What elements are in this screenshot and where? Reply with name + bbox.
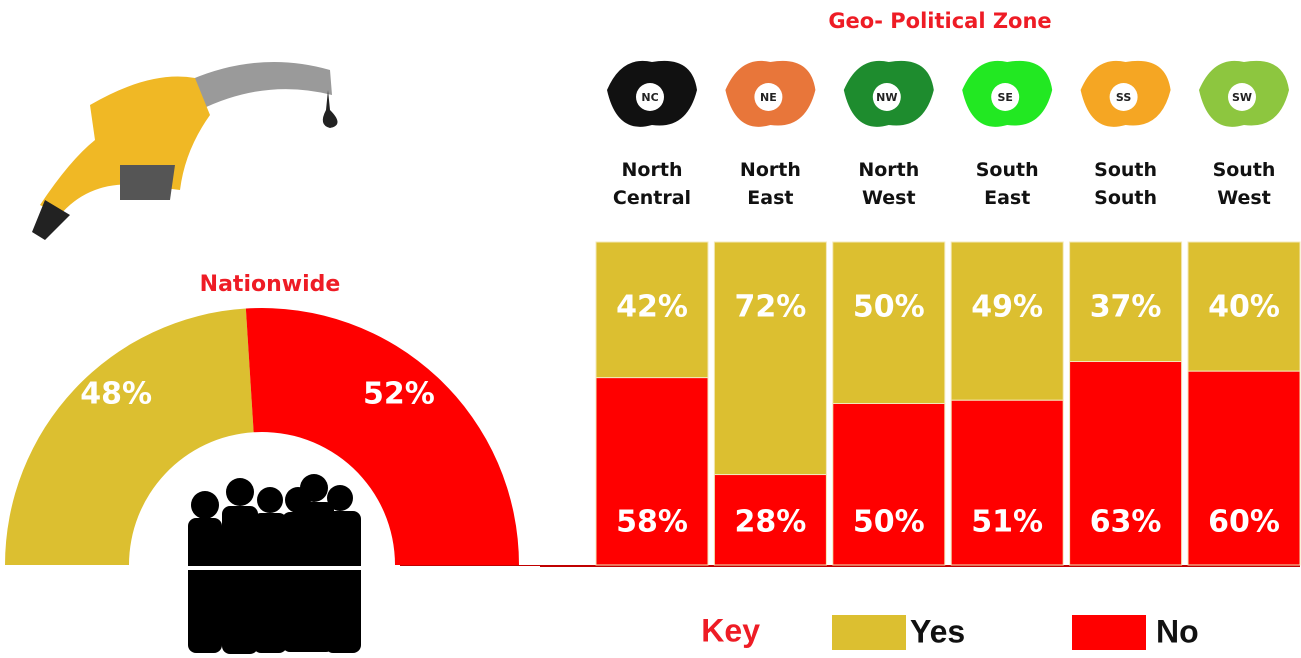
zone-code-badge xyxy=(636,83,664,111)
legend-swatch xyxy=(1072,615,1146,650)
bar-value-label: 72% xyxy=(734,290,806,325)
bar-segment xyxy=(1187,370,1301,566)
zone-code: SW xyxy=(1232,91,1252,104)
bar-segment xyxy=(713,474,827,566)
zone-code-badge xyxy=(1109,83,1138,111)
bar-value-label: 58% xyxy=(616,505,688,540)
bar-value-label: 60% xyxy=(1208,505,1280,540)
bar-segment xyxy=(595,241,709,379)
bar-value-label: 50% xyxy=(853,290,925,325)
zone-code-badge xyxy=(754,83,783,111)
bar-segment xyxy=(1069,361,1183,566)
bar-value-label: 42% xyxy=(616,290,688,325)
bar-value-label: 51% xyxy=(971,505,1043,540)
bar-segment xyxy=(713,241,827,476)
x-tick-label: North East xyxy=(740,159,801,209)
zone-code-badge xyxy=(1228,83,1256,111)
bar-value-label: 49% xyxy=(971,290,1043,325)
bar-segment xyxy=(950,241,1064,401)
donut-segment xyxy=(5,308,254,565)
bar-title: Geo- Political Zone xyxy=(828,9,1051,33)
legend-swatch xyxy=(832,615,906,650)
bar-segment xyxy=(595,377,709,566)
legend-title: Key xyxy=(701,612,760,648)
donut-title: Nationwide xyxy=(200,272,341,297)
x-tick-label: North West xyxy=(858,159,919,209)
donut-segment xyxy=(245,308,519,565)
donut-value-label: 52% xyxy=(363,377,435,412)
zone-code-badge xyxy=(872,83,901,111)
x-tick-label: North Central xyxy=(613,159,691,209)
zone-code: NW xyxy=(876,91,897,104)
bar-value-label: 28% xyxy=(734,505,806,540)
bar-segment xyxy=(950,399,1064,566)
x-tick-label: South West xyxy=(1213,159,1276,209)
bar-value-label: 37% xyxy=(1090,290,1162,325)
legend-label: Yes xyxy=(910,613,965,649)
bar-value-label: 40% xyxy=(1208,290,1280,325)
fuel-pump-icon xyxy=(32,62,338,240)
bar-value-label: 63% xyxy=(1090,505,1162,540)
zone-code: NE xyxy=(760,91,777,104)
people-silhouette xyxy=(188,474,361,654)
x-tick-label: South South xyxy=(1094,159,1157,209)
donut-value-label: 48% xyxy=(80,377,152,412)
legend-label: No xyxy=(1156,613,1199,649)
zone-code: SS xyxy=(1116,91,1131,104)
bar-segment xyxy=(1187,241,1301,372)
bar-segment xyxy=(832,403,946,566)
x-tick-label: South East xyxy=(976,159,1039,209)
bar-value-label: 50% xyxy=(853,505,925,540)
zone-code: NC xyxy=(641,91,658,104)
bar-segment xyxy=(832,241,946,404)
donut-base-cover xyxy=(0,566,540,570)
zone-code-badge xyxy=(991,83,1020,111)
zone-code: SE xyxy=(997,91,1012,104)
